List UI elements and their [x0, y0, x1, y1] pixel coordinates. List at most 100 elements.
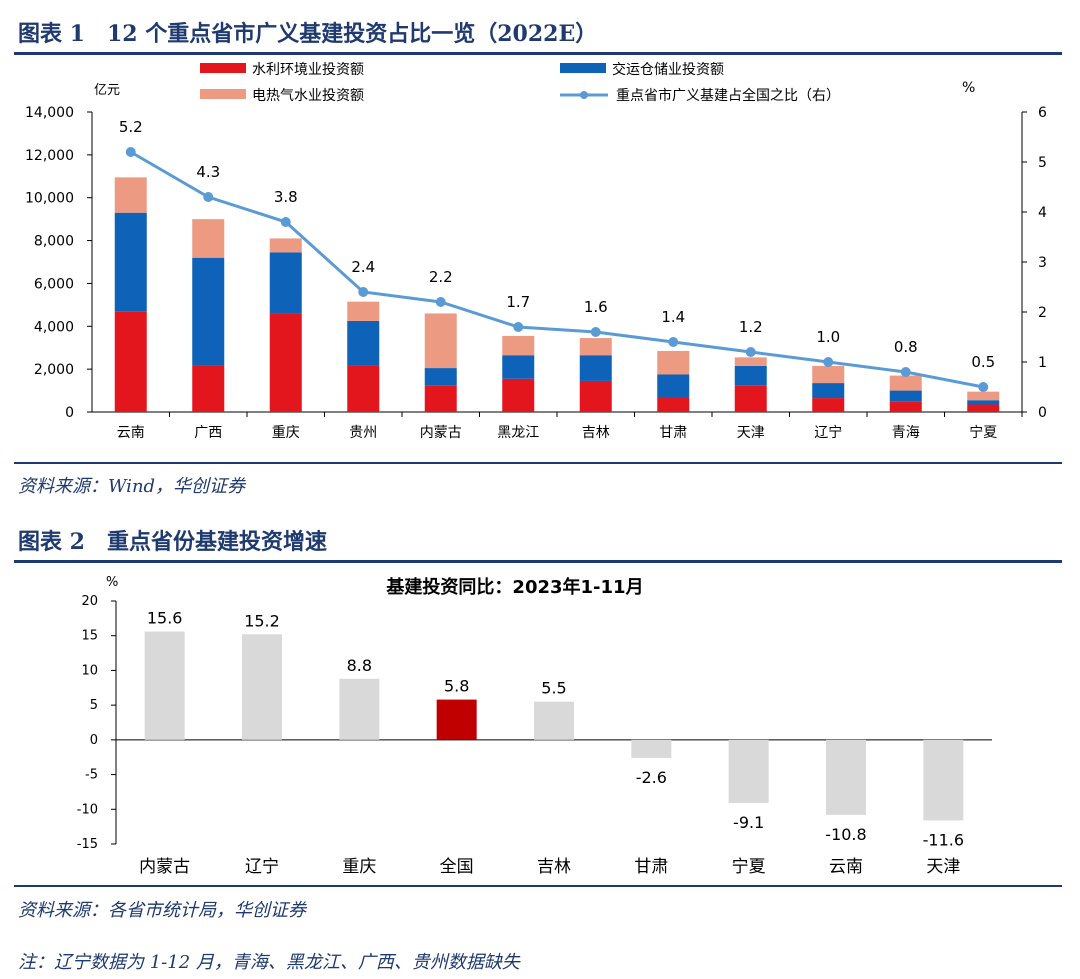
bar-data-label: -9.1: [733, 813, 764, 832]
bar-segment: [657, 374, 690, 397]
bar-segment: [967, 404, 1000, 412]
bar-segment: [657, 350, 690, 375]
right-tick-label: 4: [1038, 205, 1047, 221]
growth-bar: [923, 739, 964, 821]
left-tick-label: 12,000: [25, 148, 74, 164]
bar-segment: [734, 365, 767, 386]
share-point: [125, 147, 136, 157]
share-data-label: 1.4: [661, 308, 685, 326]
y-tick-label: 10: [81, 663, 98, 678]
bar-segment: [812, 383, 845, 399]
left-tick-label: 8,000: [34, 234, 74, 250]
share-point: [435, 297, 446, 307]
bar-data-label: -10.8: [825, 825, 866, 844]
figure2-top-rule: [14, 560, 1062, 563]
category-label: 青海: [892, 425, 920, 441]
share-data-label: 1.7: [506, 293, 530, 311]
bar-segment: [424, 385, 457, 412]
left-tick-label: 14,000: [25, 105, 74, 121]
bar-segment: [889, 401, 922, 412]
share-data-label: 5.2: [119, 118, 143, 136]
category-label: 天津: [926, 857, 960, 877]
share-point: [358, 287, 369, 297]
category-label: 甘肃: [659, 425, 687, 441]
bar-segment: [192, 219, 225, 258]
legend-label: 电热气水业投资额: [252, 88, 364, 104]
share-data-label: 4.3: [196, 163, 220, 181]
growth-bar: [242, 634, 282, 740]
bar-segment: [114, 212, 147, 312]
share-point: [900, 367, 911, 377]
legend-line-marker: [580, 91, 588, 99]
figure1-line: 5.2 4.3 3.8 2.4 2.2 1.7 1.6 1.4 1.2 1.0 0.8 0.5: [119, 118, 995, 392]
legend-swatch: [200, 63, 246, 73]
growth-bar: [144, 631, 185, 740]
share-point: [978, 382, 989, 392]
y-tick-label: 0: [90, 733, 98, 748]
bar-data-label: 15.2: [244, 611, 280, 630]
bar-data-label: 5.5: [541, 679, 566, 698]
bar-segment: [889, 390, 922, 402]
category-label: 重庆: [342, 857, 376, 877]
share-data-label: 2.2: [429, 268, 453, 286]
bar-segment: [812, 365, 845, 384]
bar-segment: [192, 257, 225, 366]
category-label: 辽宁: [245, 857, 279, 877]
figure1-top-rule: [14, 52, 1062, 55]
figure2-axes: % 20 15 10 5 0 -5 -10 -15 内蒙古 辽宁 重庆 全国 吉林 甘肃 宁夏 云南 天津: [77, 575, 992, 877]
bar-segment: [579, 355, 612, 381]
share-data-label: 3.8: [274, 188, 298, 206]
figure2-heading: 图表 2 重点省份基建投资增速: [18, 529, 327, 555]
right-tick-label: 1: [1038, 355, 1047, 371]
share-point: [668, 337, 679, 347]
bar-segment: [502, 335, 535, 356]
legend-swatch: [560, 63, 606, 73]
share-data-label: 1.6: [584, 298, 608, 316]
share-data-label: 0.8: [894, 338, 918, 356]
left-tick-label: 10,000: [25, 191, 74, 207]
bar-segment: [347, 301, 380, 321]
y-axis-unit: %: [106, 575, 118, 590]
bar-segment: [347, 365, 380, 412]
share-point: [513, 322, 524, 332]
figure1-bottom-rule: [14, 462, 1062, 464]
bar-segment: [812, 398, 845, 412]
figure2-note: 注：辽宁数据为 1-12 月，青海、黑龙江、广西、贵州数据缺失: [18, 952, 520, 973]
share-point: [590, 327, 601, 337]
bar-segment: [502, 378, 535, 412]
bar-segment: [424, 313, 457, 369]
bar-segment: [269, 238, 302, 253]
bar-segment: [967, 400, 1000, 405]
category-label: 云南: [117, 425, 145, 441]
category-label: 内蒙古: [139, 857, 190, 877]
category-label: 宁夏: [969, 424, 997, 441]
y-tick-label: 15: [81, 629, 98, 644]
y-tick-label: -10: [77, 802, 98, 817]
bar-data-label: 15.6: [147, 609, 183, 628]
left-tick-label: 2,000: [34, 362, 74, 378]
y-tick-label: -15: [77, 837, 98, 852]
category-label: 甘肃: [634, 857, 668, 877]
bar-segment: [424, 368, 457, 386]
y-tick-label: 5: [90, 698, 98, 713]
share-point: [280, 217, 291, 227]
category-label: 全国: [440, 857, 474, 877]
figure2-source: 资料来源：各省市统计局，华创证券: [18, 900, 306, 921]
share-data-label: 1.0: [816, 328, 840, 346]
y-tick-label: -5: [85, 768, 98, 783]
legend-label: 水利环境业投资额: [252, 62, 364, 78]
category-label: 黑龙江: [497, 425, 539, 441]
bar-segment: [657, 397, 690, 412]
category-label: 宁夏: [732, 857, 766, 877]
right-tick-label: 0: [1038, 405, 1047, 421]
category-label: 内蒙古: [420, 425, 462, 441]
growth-bar: [826, 739, 866, 815]
category-label: 广西: [194, 425, 222, 441]
growth-bar: [534, 701, 574, 740]
figure2-chart-title: 基建投资同比：2023年1-11月: [385, 576, 643, 598]
category-label: 云南: [829, 857, 863, 877]
bar-segment: [347, 320, 380, 366]
figure1-bars: [114, 177, 1000, 412]
figure2-bars: 15.6 15.2 8.8 5.8 5.5 -2.6 -9.1 -10.8 -11.6: [144, 609, 964, 849]
